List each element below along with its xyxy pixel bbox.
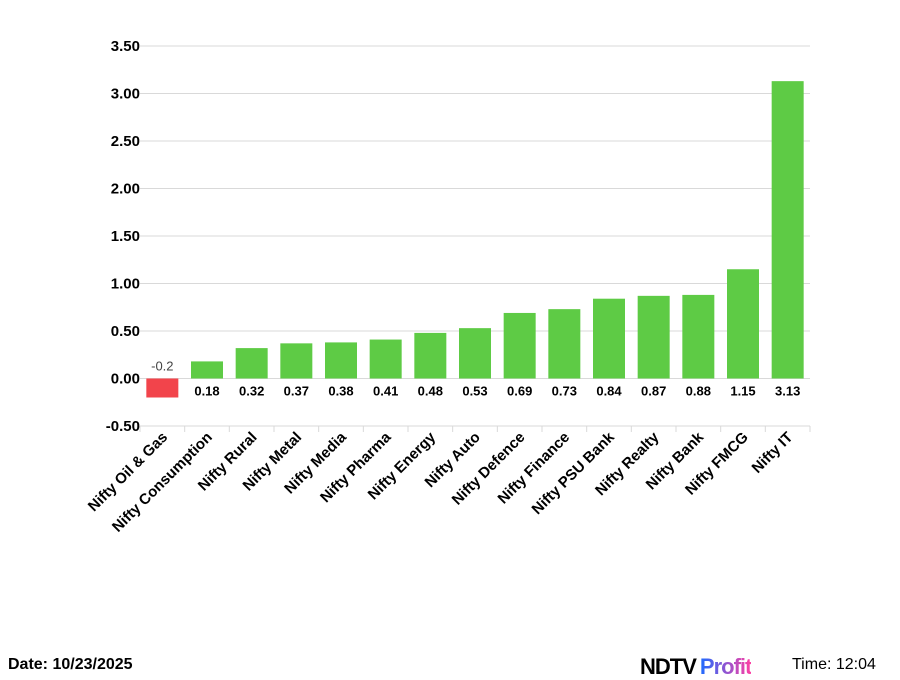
data-label: 0.38 (328, 384, 353, 399)
y-tick-label: 1.00 (111, 276, 140, 293)
bar (280, 343, 313, 379)
date-label: Date: 10/23/2025 (8, 656, 133, 673)
y-tick-label: 3.00 (111, 86, 140, 103)
bar (325, 342, 357, 379)
bar (727, 269, 759, 379)
y-tick-label: 0.50 (111, 323, 140, 340)
data-label: 0.84 (596, 384, 622, 399)
bar (369, 339, 402, 379)
bar (682, 294, 715, 379)
data-label: 0.88 (686, 384, 711, 399)
bar (146, 378, 179, 398)
bar (191, 361, 223, 379)
data-label: 0.32 (239, 384, 264, 399)
bar (548, 309, 581, 379)
data-label: 0.73 (552, 384, 577, 399)
bar (414, 332, 447, 379)
y-tick-label: 0.00 (111, 371, 140, 388)
data-label: 0.37 (284, 384, 309, 399)
y-tick-label: 3.50 (111, 38, 140, 55)
bar (235, 348, 268, 379)
data-label: 0.53 (462, 384, 487, 399)
bar (637, 295, 670, 379)
data-label: 1.15 (730, 384, 755, 399)
x-tick-label: Nifty Oil & Gas (85, 429, 171, 515)
data-label: 0.48 (418, 384, 443, 399)
bar (593, 298, 625, 379)
y-tick-label: -0.50 (106, 418, 140, 435)
bar (503, 312, 536, 379)
data-label: 0.69 (507, 384, 532, 399)
time-label: Time: 12:04 (792, 656, 876, 673)
bar (771, 81, 804, 379)
data-label: 3.13 (775, 384, 800, 399)
y-tick-label: 1.50 (111, 228, 140, 245)
data-label: 0.18 (194, 384, 219, 399)
bar (459, 328, 491, 379)
ndtv-profit-logo: NDTV Profit (640, 654, 752, 680)
logo-profit-text: Profit (699, 654, 752, 679)
data-label: 0.41 (373, 384, 398, 399)
y-tick-label: 2.50 (111, 133, 140, 150)
y-tick-label: 2.00 (111, 181, 140, 198)
data-label: 0.87 (641, 384, 666, 399)
data-label: -0.2 (151, 359, 173, 374)
logo-ndtv-text: NDTV (640, 654, 697, 679)
x-tick-label: Nifty IT (749, 429, 797, 477)
